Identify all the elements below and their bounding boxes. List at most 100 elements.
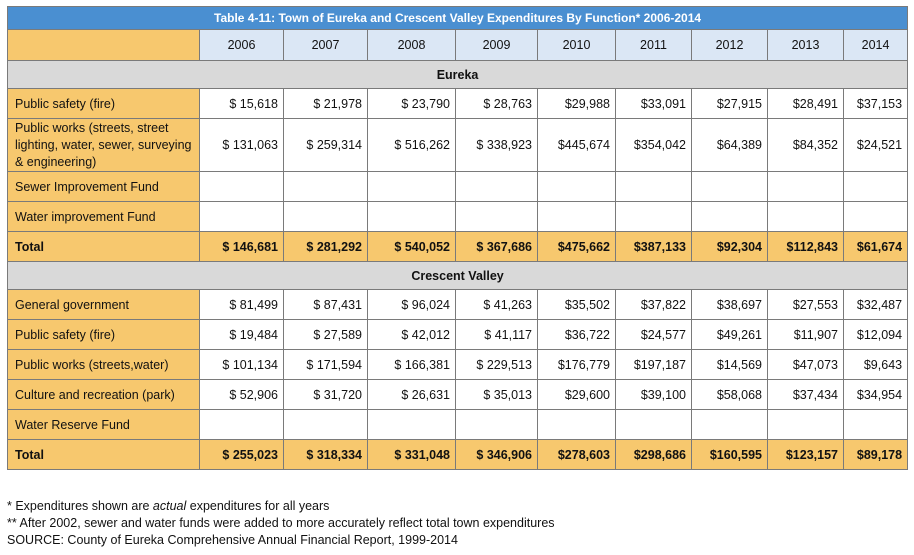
value-cell: $47,073 xyxy=(767,349,844,380)
value-cell xyxy=(537,201,616,232)
total-value-cell: $ 318,334 xyxy=(283,439,368,470)
value-cell: $58,068 xyxy=(691,379,768,410)
value-cell xyxy=(767,201,844,232)
section-title-eureka: Eureka xyxy=(6,60,909,89)
value-cell: $24,577 xyxy=(615,319,692,350)
section-title-crescent: Crescent Valley xyxy=(6,261,909,290)
value-cell: $ 31,720 xyxy=(283,379,368,410)
value-cell: $ 23,790 xyxy=(367,88,456,119)
table-body: Table 4-11: Town of Eureka and Crescent … xyxy=(6,6,909,470)
total-value-cell: $61,674 xyxy=(842,231,909,262)
value-cell xyxy=(842,201,909,232)
value-cell: $ 41,117 xyxy=(455,319,538,350)
total-value-cell: $387,133 xyxy=(615,231,692,262)
table-title-row: Table 4-11: Town of Eureka and Crescent … xyxy=(6,6,909,30)
value-cell: $27,553 xyxy=(767,289,844,320)
table-row: Culture and recreation (park) $ 52,906 $ 3… xyxy=(7,379,909,410)
year-header-2009: 2009 xyxy=(455,29,538,61)
value-cell xyxy=(367,171,456,202)
total-value-cell: $ 346,906 xyxy=(455,439,538,470)
row-label: Public works (streets, street lighting, … xyxy=(7,118,200,172)
value-cell xyxy=(767,171,844,202)
row-label: Public safety (fire) xyxy=(7,319,200,350)
row-label: Public safety (fire) xyxy=(7,88,200,119)
value-cell: $ 338,923 xyxy=(455,118,538,172)
table-row: Public safety (fire) $ 19,484 $ 27,589 $ 42… xyxy=(7,319,909,350)
table-row: General government $ 81,499 $ 87,431 $ 96,0… xyxy=(7,289,909,320)
value-cell: $9,643 xyxy=(842,349,909,380)
value-cell xyxy=(199,201,284,232)
year-header-2008: 2008 xyxy=(367,29,456,61)
year-header-2011: 2011 xyxy=(615,29,692,61)
total-label: Total xyxy=(7,439,200,470)
value-cell xyxy=(455,201,538,232)
value-cell xyxy=(367,409,456,440)
value-cell: $ 41,263 xyxy=(455,289,538,320)
row-label: Water Reserve Fund xyxy=(7,409,200,440)
value-cell: $ 259,314 xyxy=(283,118,368,172)
value-cell: $ 229,513 xyxy=(455,349,538,380)
value-cell: $ 52,906 xyxy=(199,379,284,410)
total-value-cell: $112,843 xyxy=(767,231,844,262)
table-row: Public works (streets, street lighting, … xyxy=(7,118,909,172)
value-cell: $ 171,594 xyxy=(283,349,368,380)
value-cell xyxy=(615,409,692,440)
value-cell: $32,487 xyxy=(842,289,909,320)
year-header-2012: 2012 xyxy=(691,29,768,61)
value-cell xyxy=(455,171,538,202)
table-row: Public works (streets,water) $ 101,134 $ 1… xyxy=(7,349,909,380)
value-cell xyxy=(615,201,692,232)
footnote-funds: ** After 2002, sewer and water funds wer… xyxy=(7,516,555,530)
row-label: Culture and recreation (park) xyxy=(7,379,200,410)
value-cell: $ 87,431 xyxy=(283,289,368,320)
table-row: Sewer Improvement Fund xyxy=(7,171,909,202)
value-cell: $29,988 xyxy=(537,88,616,119)
value-cell: $27,915 xyxy=(691,88,768,119)
value-cell: $37,153 xyxy=(842,88,909,119)
value-cell: $ 27,589 xyxy=(283,319,368,350)
expenditures-table-container: Table 4-11: Town of Eureka and Crescent … xyxy=(6,6,909,470)
value-cell: $ 101,134 xyxy=(199,349,284,380)
footnotes: * Expenditures shown are actual expendit… xyxy=(7,498,555,549)
value-cell: $445,674 xyxy=(537,118,616,172)
value-cell: $ 516,262 xyxy=(367,118,456,172)
year-header-2007: 2007 xyxy=(283,29,368,61)
value-cell: $ 166,381 xyxy=(367,349,456,380)
value-cell: $ 15,618 xyxy=(199,88,284,119)
total-value-cell: $475,662 xyxy=(537,231,616,262)
section-row-eureka: Eureka xyxy=(6,60,909,89)
value-cell: $37,434 xyxy=(767,379,844,410)
value-cell: $ 28,763 xyxy=(455,88,538,119)
total-row-crescent: Total $ 255,023 $ 318,334 $ 331,048 $ 346,90… xyxy=(7,439,909,470)
row-label: Public works (streets,water) xyxy=(7,349,200,380)
value-cell: $84,352 xyxy=(767,118,844,172)
value-cell: $33,091 xyxy=(615,88,692,119)
value-cell: $ 21,978 xyxy=(283,88,368,119)
total-value-cell: $ 146,681 xyxy=(199,231,284,262)
value-cell: $ 26,631 xyxy=(367,379,456,410)
value-cell xyxy=(691,409,768,440)
row-label: Water improvement Fund xyxy=(7,201,200,232)
source-note: SOURCE: County of Eureka Comprehensive A… xyxy=(7,533,458,547)
value-cell xyxy=(367,201,456,232)
value-cell: $ 19,484 xyxy=(199,319,284,350)
total-value-cell: $298,686 xyxy=(615,439,692,470)
value-cell: $28,491 xyxy=(767,88,844,119)
value-cell xyxy=(537,171,616,202)
year-header-2013: 2013 xyxy=(767,29,844,61)
total-value-cell: $ 540,052 xyxy=(367,231,456,262)
total-value-cell: $123,157 xyxy=(767,439,844,470)
value-cell: $36,722 xyxy=(537,319,616,350)
year-header-2006: 2006 xyxy=(199,29,284,61)
value-cell xyxy=(199,409,284,440)
value-cell xyxy=(283,409,368,440)
total-value-cell: $ 367,686 xyxy=(455,231,538,262)
total-value-cell: $ 281,292 xyxy=(283,231,368,262)
value-cell: $64,389 xyxy=(691,118,768,172)
table-row: Water improvement Fund xyxy=(7,201,909,232)
value-cell: $ 131,063 xyxy=(199,118,284,172)
value-cell: $ 35,013 xyxy=(455,379,538,410)
value-cell: $37,822 xyxy=(615,289,692,320)
value-cell: $38,697 xyxy=(691,289,768,320)
value-cell: $34,954 xyxy=(842,379,909,410)
